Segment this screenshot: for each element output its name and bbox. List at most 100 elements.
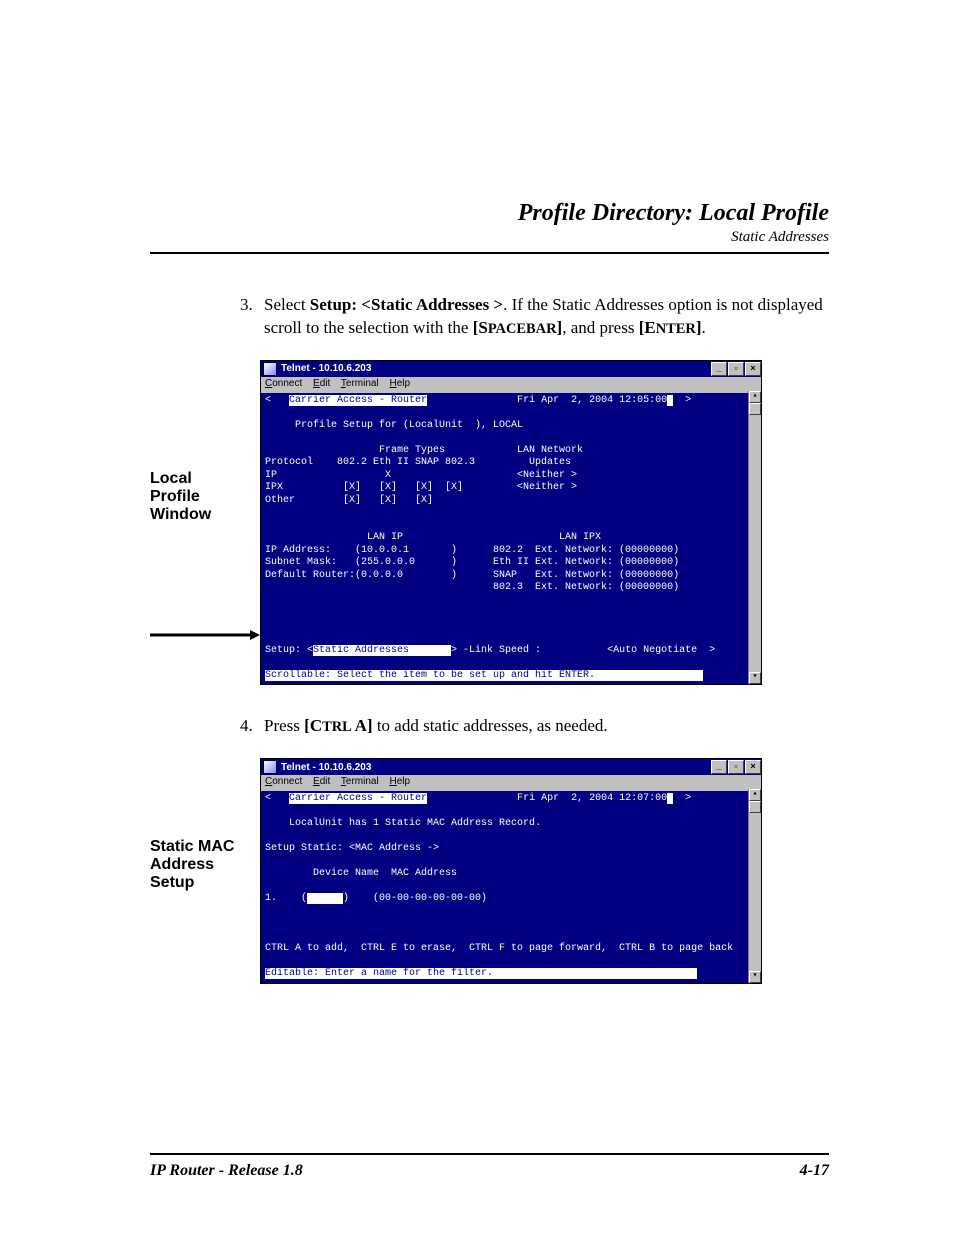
footer-right: 4-17 bbox=[800, 1162, 829, 1180]
titlebar[interactable]: Telnet - 10.10.6.203 _ ▫ × bbox=[261, 361, 761, 377]
smallcaps: NTER bbox=[656, 321, 696, 337]
menu-terminal[interactable]: Terminal bbox=[341, 378, 379, 389]
text: > -Link Speed : <Auto Negotiate > bbox=[451, 645, 715, 656]
step-content: Press [CTRL A] to add static addresses, … bbox=[264, 715, 829, 738]
term-line: IP Address: (10.0.0.1 ) 802.2 Ext. Netwo… bbox=[265, 545, 679, 556]
text: > bbox=[673, 395, 691, 406]
step-4: 4. Press [CTRL A] to add static addresse… bbox=[240, 715, 829, 738]
window-title: Telnet - 10.10.6.203 bbox=[281, 762, 371, 773]
scrollbar[interactable]: ▴ ▾ bbox=[748, 789, 761, 983]
screenshot-2-label: Static MAC Address Setup bbox=[150, 758, 260, 892]
text: [C bbox=[304, 716, 322, 735]
step-content: Select Setup: <Static Addresses >. If th… bbox=[264, 294, 829, 340]
header-subtitle: Static Addresses bbox=[150, 229, 829, 246]
smallcaps: PACEBAR bbox=[488, 321, 557, 337]
term-line: Profile Setup for (LocalUnit ), LOCAL bbox=[265, 420, 523, 431]
app-icon bbox=[263, 760, 277, 774]
label-line: Local bbox=[150, 470, 260, 488]
close-button[interactable]: × bbox=[745, 362, 761, 376]
menu-terminal[interactable]: Terminal bbox=[341, 776, 379, 787]
text: < bbox=[265, 793, 289, 804]
label-line: Static MAC bbox=[150, 838, 260, 856]
scroll-down-button[interactable]: ▾ bbox=[749, 672, 761, 684]
scroll-up-button[interactable]: ▴ bbox=[749, 391, 761, 403]
minimize-button[interactable]: _ bbox=[711, 362, 727, 376]
text: to add static addresses, as needed. bbox=[373, 716, 608, 735]
term-line: Default Router:(0.0.0.0 ) SNAP Ext. Netw… bbox=[265, 570, 679, 581]
step-number: 3. bbox=[240, 294, 264, 340]
maximize-button[interactable]: ▫ bbox=[728, 362, 744, 376]
menubar: Connect Edit Terminal Help bbox=[261, 377, 761, 393]
term-line: 802.3 Ext. Network: (00000000) bbox=[265, 582, 679, 593]
term-line: IPX [X] [X] [X] [X] <Neither > bbox=[265, 482, 577, 493]
scroll-up-button[interactable]: ▴ bbox=[749, 789, 761, 801]
scrollbar[interactable]: ▴ ▾ bbox=[748, 391, 761, 685]
text: Fri Apr 2, 2004 12:05:00 bbox=[427, 395, 667, 406]
text: 1. ( bbox=[265, 893, 307, 904]
text: , and press bbox=[562, 318, 638, 337]
menu-help[interactable]: Help bbox=[389, 378, 410, 389]
term-line: Protocol 802.2 Eth II SNAP 802.3 Updates bbox=[265, 457, 571, 468]
inv-input[interactable] bbox=[307, 893, 343, 904]
step-3: 3. Select Setup: <Static Addresses >. If… bbox=[240, 294, 829, 340]
status-line: Editable: Enter a name for the filter. bbox=[265, 968, 697, 979]
text: [S bbox=[473, 318, 488, 337]
bold-text: Setup: <Static Addresses > bbox=[310, 295, 503, 314]
header-rule bbox=[150, 252, 829, 254]
menu-help[interactable]: Help bbox=[389, 776, 410, 787]
screenshot-1-label: Local Profile Window bbox=[150, 360, 260, 524]
term-line: Other [X] [X] [X] bbox=[265, 495, 433, 506]
text: . bbox=[701, 318, 705, 337]
smallcaps: TRL bbox=[322, 719, 355, 735]
menu-edit[interactable]: Edit bbox=[313, 378, 330, 389]
term-line: Subnet Mask: (255.0.0.0 ) Eth II Ext. Ne… bbox=[265, 557, 679, 568]
maximize-button[interactable]: ▫ bbox=[728, 760, 744, 774]
telnet-window-1: Telnet - 10.10.6.203 _ ▫ × Connect Edit … bbox=[260, 360, 762, 686]
page: Profile Directory: Local Profile Static … bbox=[0, 0, 954, 1235]
terminal-content: < Carrier Access - Router Fri Apr 2, 200… bbox=[261, 393, 761, 685]
inv-text: Carrier Access - Router bbox=[289, 395, 427, 406]
inv-text: Carrier Access - Router bbox=[289, 793, 427, 804]
text: A] bbox=[355, 716, 373, 735]
term-line: LocalUnit has 1 Static MAC Address Recor… bbox=[265, 818, 541, 829]
label-line: Address bbox=[150, 856, 260, 874]
arrow-icon bbox=[150, 630, 260, 640]
page-header: Profile Directory: Local Profile Static … bbox=[150, 200, 829, 254]
close-button[interactable]: × bbox=[745, 760, 761, 774]
titlebar[interactable]: Telnet - 10.10.6.203 _ ▫ × bbox=[261, 759, 761, 775]
scroll-down-button[interactable]: ▾ bbox=[749, 971, 761, 983]
text: [E bbox=[639, 318, 656, 337]
text: < bbox=[265, 395, 289, 406]
term-line: CTRL A to add, CTRL E to erase, CTRL F t… bbox=[265, 943, 733, 954]
menu-edit[interactable]: Edit bbox=[313, 776, 330, 787]
label-line: Setup bbox=[150, 874, 260, 892]
screenshot-1-row: Local Profile Window Telnet - 10.10.6.20… bbox=[150, 360, 829, 686]
status-line: Scrollable: Select the item to be set up… bbox=[265, 670, 703, 681]
telnet-window-2: Telnet - 10.10.6.203 _ ▫ × Connect Edit … bbox=[260, 758, 762, 984]
scroll-thumb[interactable] bbox=[749, 403, 761, 415]
page-footer: IP Router - Release 1.8 4-17 bbox=[150, 1162, 829, 1180]
text: Setup: < bbox=[265, 645, 313, 656]
body-text-2: 4. Press [CTRL A] to add static addresse… bbox=[150, 715, 829, 738]
footer-left: IP Router - Release 1.8 bbox=[150, 1162, 303, 1180]
term-line: IP X <Neither > bbox=[265, 470, 577, 481]
term-line: Setup Static: <MAC Address -> bbox=[265, 843, 439, 854]
term-line: Frame Types LAN Network bbox=[265, 445, 583, 456]
terminal-content: < Carrier Access - Router Fri Apr 2, 200… bbox=[261, 791, 761, 983]
step-number: 4. bbox=[240, 715, 264, 738]
text: > bbox=[673, 793, 691, 804]
menu-connect[interactable]: Connect bbox=[265, 776, 302, 787]
menu-connect[interactable]: Connect bbox=[265, 378, 302, 389]
screenshot-2-row: Static MAC Address Setup Telnet - 10.10.… bbox=[150, 758, 829, 984]
label-line: Profile bbox=[150, 488, 260, 506]
scroll-thumb[interactable] bbox=[749, 801, 761, 813]
text: Fri Apr 2, 2004 12:07:00 bbox=[427, 793, 667, 804]
text: Select bbox=[264, 295, 310, 314]
minimize-button[interactable]: _ bbox=[711, 760, 727, 774]
app-icon bbox=[263, 362, 277, 376]
body-text: 3. Select Setup: <Static Addresses >. If… bbox=[150, 294, 829, 340]
term-line: LAN IP LAN IPX bbox=[265, 532, 601, 543]
inv-text[interactable]: Static Addresses bbox=[313, 645, 451, 656]
label-line: Window bbox=[150, 506, 260, 524]
footer-rule bbox=[150, 1153, 829, 1155]
